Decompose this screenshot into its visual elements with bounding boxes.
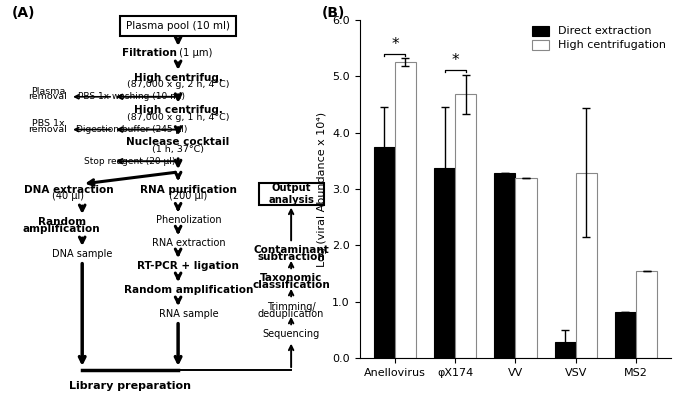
Text: subtraction: subtraction: [258, 252, 325, 262]
Text: Phenolization: Phenolization: [155, 215, 221, 225]
Text: RT-PCR + ligation: RT-PCR + ligation: [138, 261, 239, 270]
Text: Random: Random: [38, 217, 86, 227]
Bar: [374, 147, 395, 358]
Text: (40 μl): (40 μl): [53, 191, 84, 201]
Text: (A): (A): [12, 6, 36, 20]
Bar: [615, 312, 636, 358]
Text: Taxonomic: Taxonomic: [260, 273, 323, 283]
Text: deduplication: deduplication: [258, 309, 324, 318]
Bar: [434, 168, 455, 358]
Text: Trimming/: Trimming/: [267, 302, 315, 312]
Text: amplification: amplification: [23, 224, 101, 234]
Bar: [515, 178, 536, 358]
Text: (87,000 x ​g, 2 h, 4°C): (87,000 x ​g, 2 h, 4°C): [127, 80, 229, 89]
Text: High centrifug.: High centrifug.: [134, 105, 223, 115]
Text: RNA purification: RNA purification: [140, 185, 237, 195]
Legend: Direct extraction, High centrifugation: Direct extraction, High centrifugation: [532, 26, 666, 50]
Bar: [455, 94, 476, 358]
Text: Random amplification: Random amplification: [124, 285, 253, 295]
Text: (B): (B): [322, 6, 346, 20]
Text: DNA extraction: DNA extraction: [24, 185, 113, 195]
Text: Digestion buffer (245 μl): Digestion buffer (245 μl): [76, 125, 188, 134]
Bar: [259, 183, 324, 205]
Text: removal: removal: [29, 125, 67, 134]
Bar: [395, 62, 416, 358]
Text: Filtration: Filtration: [121, 48, 176, 58]
Text: *: *: [391, 37, 399, 52]
Text: (200 μl): (200 μl): [169, 191, 208, 201]
Text: Nuclease cocktail: Nuclease cocktail: [127, 137, 229, 147]
Text: DNA sample: DNA sample: [52, 249, 112, 259]
Text: *: *: [451, 54, 459, 68]
Bar: [555, 342, 576, 358]
Text: Sequencing: Sequencing: [262, 329, 320, 339]
Text: Contaminant: Contaminant: [253, 245, 329, 255]
Text: Library preparation: Library preparation: [69, 381, 191, 391]
Text: classification: classification: [252, 280, 330, 290]
Text: RNA sample: RNA sample: [158, 309, 219, 319]
Text: PBS 1x washing (10 ml): PBS 1x washing (10 ml): [78, 92, 186, 101]
Bar: [636, 271, 657, 358]
Text: (87,000 x ​g, 1 h, 4°C): (87,000 x ​g, 1 h, 4°C): [127, 113, 229, 122]
Text: High centrifug.: High centrifug.: [134, 72, 223, 82]
Text: (1 h, 37°C): (1 h, 37°C): [152, 145, 204, 154]
Text: Plasma: Plasma: [31, 87, 65, 96]
Text: Plasma pool (10 ml): Plasma pool (10 ml): [126, 21, 230, 31]
Text: Stop reagent (20 μl): Stop reagent (20 μl): [84, 157, 176, 166]
Text: RNA extraction: RNA extraction: [151, 238, 225, 248]
Y-axis label: Log (viral Abundance x 10⁴): Log (viral Abundance x 10⁴): [316, 112, 327, 266]
Text: removal: removal: [29, 92, 67, 101]
Bar: [495, 173, 515, 358]
Bar: [576, 173, 597, 358]
Text: (1 μm): (1 μm): [176, 48, 213, 58]
Bar: [120, 16, 236, 36]
Text: PBS 1x: PBS 1x: [32, 120, 64, 128]
Text: Output
analysis: Output analysis: [269, 183, 314, 205]
